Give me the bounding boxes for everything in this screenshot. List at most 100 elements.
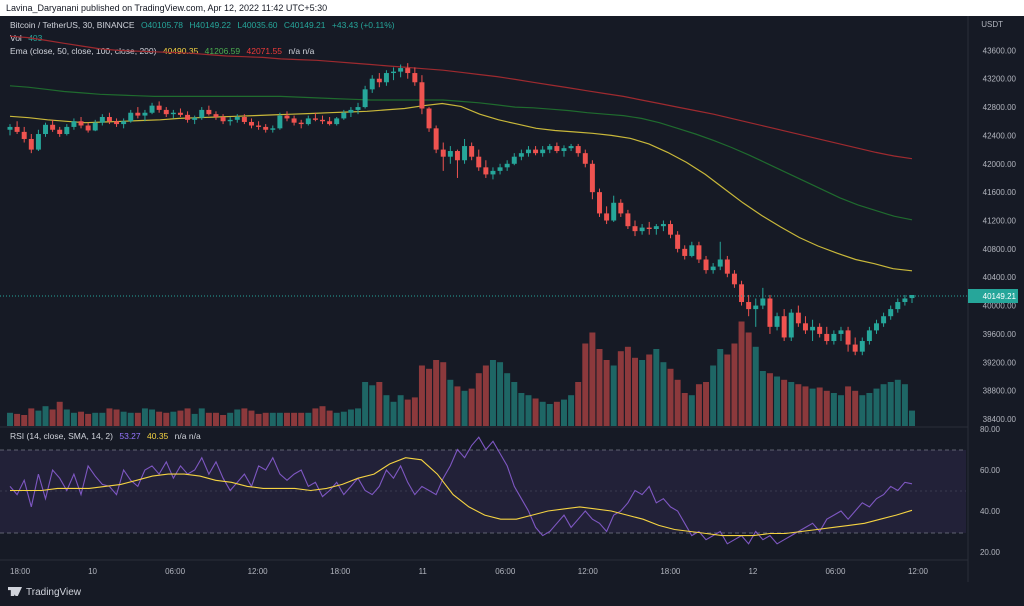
candle — [412, 67, 418, 86]
candle — [7, 124, 13, 136]
candle — [106, 112, 112, 125]
volume-bar — [454, 386, 461, 426]
candle — [462, 138, 468, 164]
rsi-na: n/a n/a — [174, 431, 201, 441]
price-tick-label: 42800.00 — [983, 103, 1017, 112]
volume-bar — [355, 408, 361, 426]
volume-bar — [468, 388, 475, 426]
ohlc-high: H40149.22 — [189, 20, 231, 30]
volume-bar — [269, 412, 276, 426]
candle — [376, 73, 382, 88]
rsi-label[interactable]: RSI (14, close, SMA, 14, 2) — [10, 431, 113, 441]
last-price-tag — [968, 289, 1018, 303]
volume-bar — [837, 395, 844, 426]
candle — [476, 149, 482, 171]
candle — [824, 326, 830, 345]
tradingview-mark-icon — [8, 587, 22, 596]
candle — [78, 116, 84, 129]
candle — [753, 298, 759, 327]
volume-bar — [788, 382, 795, 426]
time-tick-label: 18:00 — [660, 567, 681, 576]
candle — [447, 146, 453, 164]
volume-bar — [426, 368, 433, 426]
candle — [703, 255, 709, 274]
price-tick-label: 40400.00 — [983, 273, 1017, 282]
candle — [739, 280, 745, 306]
volume-bar — [617, 351, 624, 426]
volume-bar — [553, 401, 560, 426]
candle — [547, 143, 553, 154]
volume-bar — [482, 365, 489, 426]
symbol-legend: Bitcoin / TetherUS, 30, BINANCE O40105.7… — [10, 20, 399, 30]
candle — [646, 221, 652, 235]
candle — [192, 115, 198, 125]
volume-bar — [646, 354, 653, 426]
candle — [717, 241, 723, 271]
candle — [14, 121, 20, 135]
volume-bar — [106, 408, 113, 426]
candle — [398, 64, 404, 78]
volume-bar — [42, 406, 49, 426]
candle — [802, 316, 808, 334]
candle — [121, 118, 127, 129]
volume-bar — [532, 398, 539, 426]
volume-bar — [177, 410, 184, 426]
time-tick-label: 12:00 — [578, 567, 599, 576]
candle — [156, 101, 162, 113]
volume-bar — [546, 404, 553, 426]
volume-bar — [489, 360, 496, 426]
candle — [618, 199, 624, 217]
volume-bar — [35, 410, 42, 426]
candle — [852, 337, 858, 356]
volume-label[interactable]: Vol — [10, 33, 22, 43]
time-tick-label: 12:00 — [248, 567, 269, 576]
candle — [334, 116, 340, 126]
symbol-name[interactable]: Bitcoin / TetherUS, 30, BINANCE — [10, 20, 135, 30]
candle — [149, 102, 155, 115]
volume-bar — [624, 346, 631, 426]
volume-bar — [539, 401, 546, 426]
chart-canvas[interactable]: USDT 43600.00 43200.00 42800.00 42400.00 420… — [0, 0, 1024, 582]
volume-bar — [894, 379, 901, 426]
candle — [518, 149, 524, 161]
candle — [248, 118, 254, 129]
candle — [859, 337, 865, 356]
time-tick-label: 18:00 — [10, 567, 31, 576]
candle — [902, 294, 908, 306]
volume-bar — [134, 412, 141, 426]
time-axis-labels: 18:00 10 06:00 12:00 18:00 11 06:00 12:00 18:00 1… — [10, 567, 929, 576]
volume-bar — [731, 343, 738, 426]
candle — [206, 105, 212, 116]
candle — [895, 298, 901, 313]
candle — [284, 111, 290, 122]
volume-bar — [376, 382, 383, 426]
price-axis-ticks: 43600.00 43200.00 42800.00 42400.00 42000.00… — [983, 46, 1017, 424]
volume-bar — [333, 412, 340, 426]
candle — [256, 121, 262, 130]
candle — [305, 115, 311, 126]
volume-bar — [70, 412, 77, 426]
candle — [575, 143, 581, 157]
volume-bar — [830, 393, 837, 426]
volume-bar — [823, 390, 830, 426]
volume-bar — [163, 412, 170, 426]
volume-bar — [475, 373, 482, 426]
candle — [582, 149, 588, 168]
ema50-value: 40490.35 — [162, 46, 199, 56]
volume-bar — [347, 409, 354, 426]
ema-label[interactable]: Ema (close, 50, close, 100, close, 200) — [10, 46, 157, 56]
volume-bar — [745, 332, 752, 426]
tradingview-logo[interactable]: TradingView — [8, 587, 81, 598]
ema-na: n/a n/a — [288, 46, 315, 56]
ohlc-low: L40035.60 — [237, 20, 278, 30]
candle — [71, 118, 77, 130]
candle — [881, 312, 887, 327]
candle — [419, 75, 425, 115]
candle — [43, 122, 48, 137]
volume-bar — [212, 412, 219, 426]
candle — [525, 146, 531, 157]
volume-bar — [511, 382, 518, 426]
candle — [511, 153, 517, 166]
candle — [568, 143, 574, 152]
